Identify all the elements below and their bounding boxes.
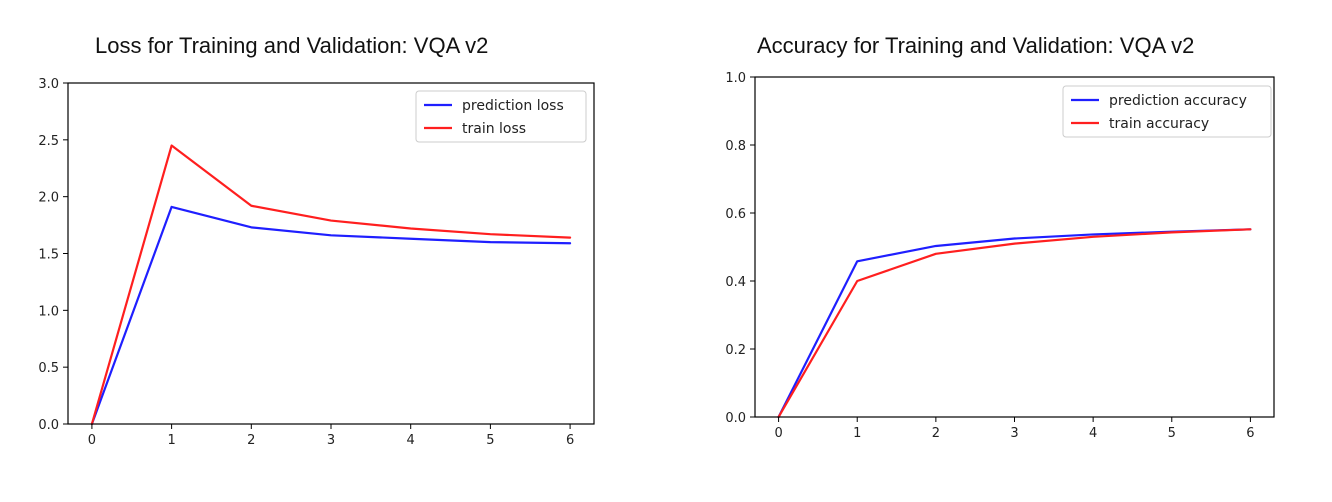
loss-y-tick-label: 0.5 — [38, 361, 59, 376]
loss-x-tick-label: 5 — [486, 433, 494, 448]
loss-x-tick-label: 2 — [247, 433, 255, 448]
accuracy-legend-box — [1062, 85, 1272, 138]
accuracy-series-line-2 — [777, 228, 1252, 419]
accuracy-y-tick-label: 0.6 — [725, 207, 746, 222]
accuracy-series-line-1 — [777, 228, 1252, 419]
loss-y-tick-label: 2.0 — [38, 191, 59, 206]
loss-x-tick-label: 1 — [167, 433, 175, 448]
loss-legend-label-2: train loss — [462, 121, 526, 137]
loss-x-tick-label: 3 — [327, 433, 335, 448]
loss-y-tick-label: 0.0 — [38, 418, 59, 433]
loss-x-tick-label: 4 — [407, 433, 415, 448]
accuracy-y-tick-label: 0.4 — [725, 275, 746, 290]
accuracy-x-tick-label: 3 — [1010, 426, 1018, 441]
accuracy-legend-label-2: train accuracy — [1109, 116, 1209, 132]
loss-x-tick-label: 6 — [566, 433, 574, 448]
loss-y-tick-label: 3.0 — [38, 77, 59, 92]
accuracy-y-tick-label: 0.8 — [725, 139, 746, 154]
accuracy-legend: prediction accuracy train accuracy — [1062, 85, 1272, 138]
accuracy-chart: 0 1 2 3 4 5 6 0.0 0.2 0.4 0.6 0.8 1.0 prediction accu… — [725, 71, 1275, 441]
loss-y-tick-label: 1.5 — [38, 248, 59, 263]
loss-legend-box — [415, 90, 587, 143]
accuracy-x-tick-label: 2 — [932, 426, 940, 441]
loss-x-tick-label: 0 — [88, 433, 96, 448]
accuracy-x-tick-label: 0 — [774, 426, 782, 441]
loss-legend: prediction loss train loss — [415, 90, 587, 143]
loss-y-tick-label: 1.0 — [38, 304, 59, 319]
accuracy-x-tick-label: 6 — [1246, 426, 1254, 441]
accuracy-y-tick-label: 0.2 — [725, 343, 746, 358]
loss-y-tick-label: 2.5 — [38, 134, 59, 149]
accuracy-x-tick-label: 5 — [1168, 426, 1176, 441]
accuracy-legend-label-1: prediction accuracy — [1109, 93, 1247, 109]
loss-chart: 0 1 2 3 4 5 6 0.0 0.5 1.0 1.5 2.0 2.5 3.0 prediction l… — [38, 77, 595, 448]
accuracy-x-tick-label: 4 — [1089, 426, 1097, 441]
loss-series-line-1 — [90, 205, 572, 426]
loss-series-line-2 — [90, 144, 572, 426]
accuracy-chart-title: Accuracy for Training and Validation: VQ… — [757, 33, 1195, 58]
loss-legend-label-1: prediction loss — [462, 98, 564, 114]
loss-chart-title: Loss for Training and Validation: VQA v2 — [95, 33, 489, 58]
accuracy-y-tick-label: 0.0 — [725, 411, 746, 426]
accuracy-y-tick-label: 1.0 — [725, 71, 746, 86]
accuracy-x-tick-label: 1 — [853, 426, 861, 441]
